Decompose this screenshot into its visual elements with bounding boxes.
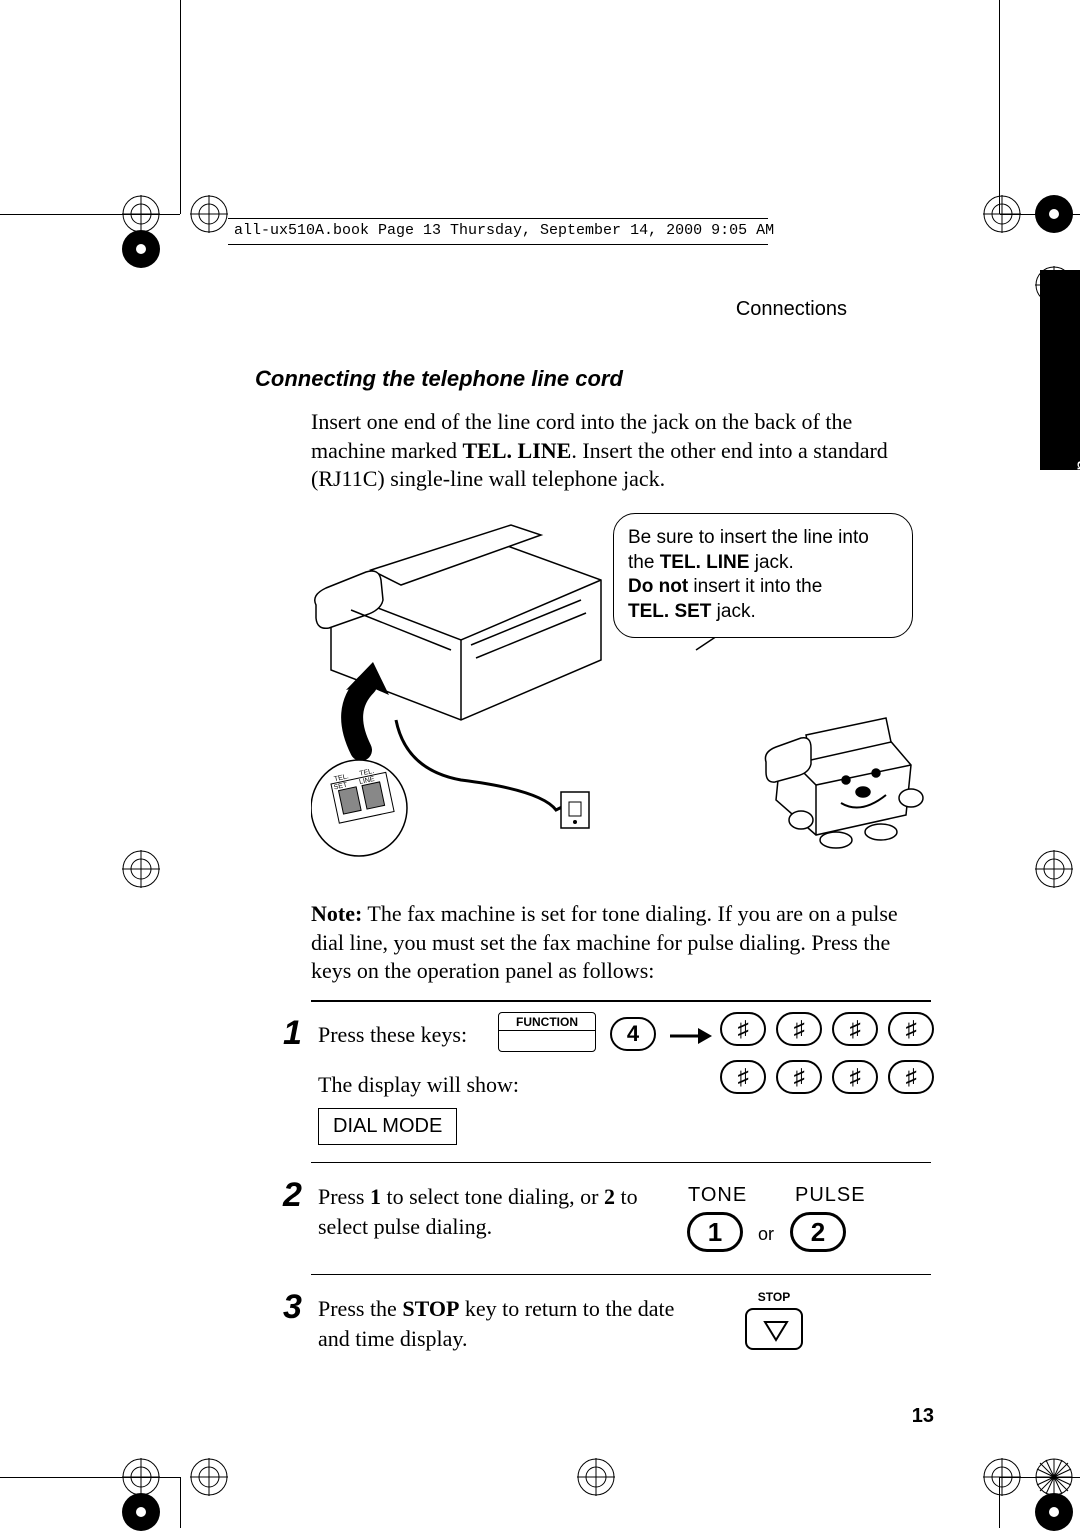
- hash-key-icon: ♯: [720, 1060, 766, 1094]
- registration-mark-solid: [1035, 195, 1073, 233]
- callout-bold: TEL. SET: [628, 601, 711, 622]
- function-key-icon: FUNCTION: [498, 1012, 596, 1052]
- registration-mark-solid: [122, 1493, 160, 1531]
- tone-label: TONE: [688, 1184, 747, 1207]
- step2-text: Press 1 to select tone dialing, or 2 to …: [318, 1182, 648, 1241]
- key-4-icon: 4: [610, 1017, 656, 1051]
- callout-bold: Do not: [628, 576, 688, 597]
- note-label: Note:: [311, 901, 362, 926]
- registration-mark: [983, 1458, 1021, 1501]
- registration-mark: [1035, 850, 1073, 893]
- registration-mark: [122, 850, 160, 893]
- registration-mark: [577, 1458, 615, 1501]
- running-header: all-ux510A.book Page 13 Thursday, Septem…: [234, 222, 774, 239]
- page-number: 13: [912, 1405, 934, 1428]
- stop-key-label: STOP: [745, 1290, 803, 1304]
- note-paragraph: Note: The fax machine is set for tone di…: [311, 900, 931, 986]
- hash-key-icon: ♯: [720, 1012, 766, 1046]
- thumb-tab: [1040, 270, 1080, 470]
- step-number: 1: [283, 1014, 302, 1053]
- horizontal-rule: [311, 1162, 931, 1163]
- chapter-heading: Connections: [736, 298, 847, 321]
- header-rule: [228, 218, 768, 219]
- key-label: 1: [687, 1212, 743, 1252]
- horizontal-rule: [311, 1274, 931, 1275]
- step-number: 3: [283, 1288, 302, 1327]
- callout-text: jack.: [711, 601, 755, 622]
- hash-key-icon: ♯: [888, 1060, 934, 1094]
- note-text: The fax machine is set for tone dialing.…: [311, 901, 898, 983]
- registration-mark-solid: [1035, 1493, 1073, 1531]
- hash-key-icon: ♯: [832, 1012, 878, 1046]
- display-box: DIAL MODE: [318, 1108, 457, 1145]
- hash-keys-row: ♯ ♯ ♯ ♯: [720, 1012, 934, 1046]
- step1-text-b: The display will show:: [318, 1070, 618, 1100]
- step3-text: Press the STOP key to return to the date…: [318, 1294, 678, 1353]
- key-1-icon: 1: [687, 1212, 743, 1252]
- callout-text: insert it into the: [688, 576, 822, 597]
- registration-mark: [983, 195, 1021, 238]
- intro-paragraph: Insert one end of the line cord into the…: [311, 408, 931, 494]
- key-label: 4: [610, 1017, 656, 1051]
- thumb-tab-label: 1. Installation: [1072, 460, 1080, 572]
- bold: STOP: [402, 1296, 459, 1321]
- registration-mark: [190, 1458, 228, 1501]
- step-number: 2: [283, 1176, 302, 1215]
- text: to select tone dialing, or: [381, 1184, 604, 1209]
- hash-keys-row: ♯ ♯ ♯ ♯: [720, 1060, 934, 1094]
- registration-mark: [190, 195, 228, 238]
- key-label: 2: [790, 1212, 846, 1252]
- function-key-label: FUNCTION: [499, 1015, 595, 1031]
- pulse-label: PULSE: [795, 1184, 866, 1207]
- bold: 1: [370, 1184, 381, 1209]
- connection-figure: TEL. SET TEL. LINE: [311, 510, 931, 870]
- callout-text: jack.: [749, 552, 793, 573]
- key-2-icon: 2: [790, 1212, 846, 1252]
- arrow-icon: [668, 1024, 712, 1053]
- header-rule: [228, 244, 768, 245]
- callout-bold: TEL. LINE: [660, 552, 750, 573]
- hash-key-icon: ♯: [776, 1012, 822, 1046]
- stop-key-icon: STOP: [745, 1308, 803, 1355]
- text: Press: [318, 1184, 370, 1209]
- display-text: DIAL MODE: [318, 1108, 457, 1145]
- section-title: Connecting the telephone line cord: [255, 366, 623, 392]
- crop-line: [999, 0, 1000, 214]
- or-text: or: [758, 1224, 774, 1245]
- hash-key-icon: ♯: [888, 1012, 934, 1046]
- callout-bubble: Be sure to insert the line into the TEL.…: [613, 513, 913, 638]
- horizontal-rule: [311, 1000, 931, 1002]
- hash-key-icon: ♯: [776, 1060, 822, 1094]
- registration-mark-solid: [122, 230, 160, 268]
- crop-line: [180, 0, 181, 214]
- crop-line: [180, 1477, 181, 1528]
- text: Press the: [318, 1296, 402, 1321]
- bold: 2: [604, 1184, 615, 1209]
- intro-bold: TEL. LINE: [463, 438, 572, 463]
- hash-key-icon: ♯: [832, 1060, 878, 1094]
